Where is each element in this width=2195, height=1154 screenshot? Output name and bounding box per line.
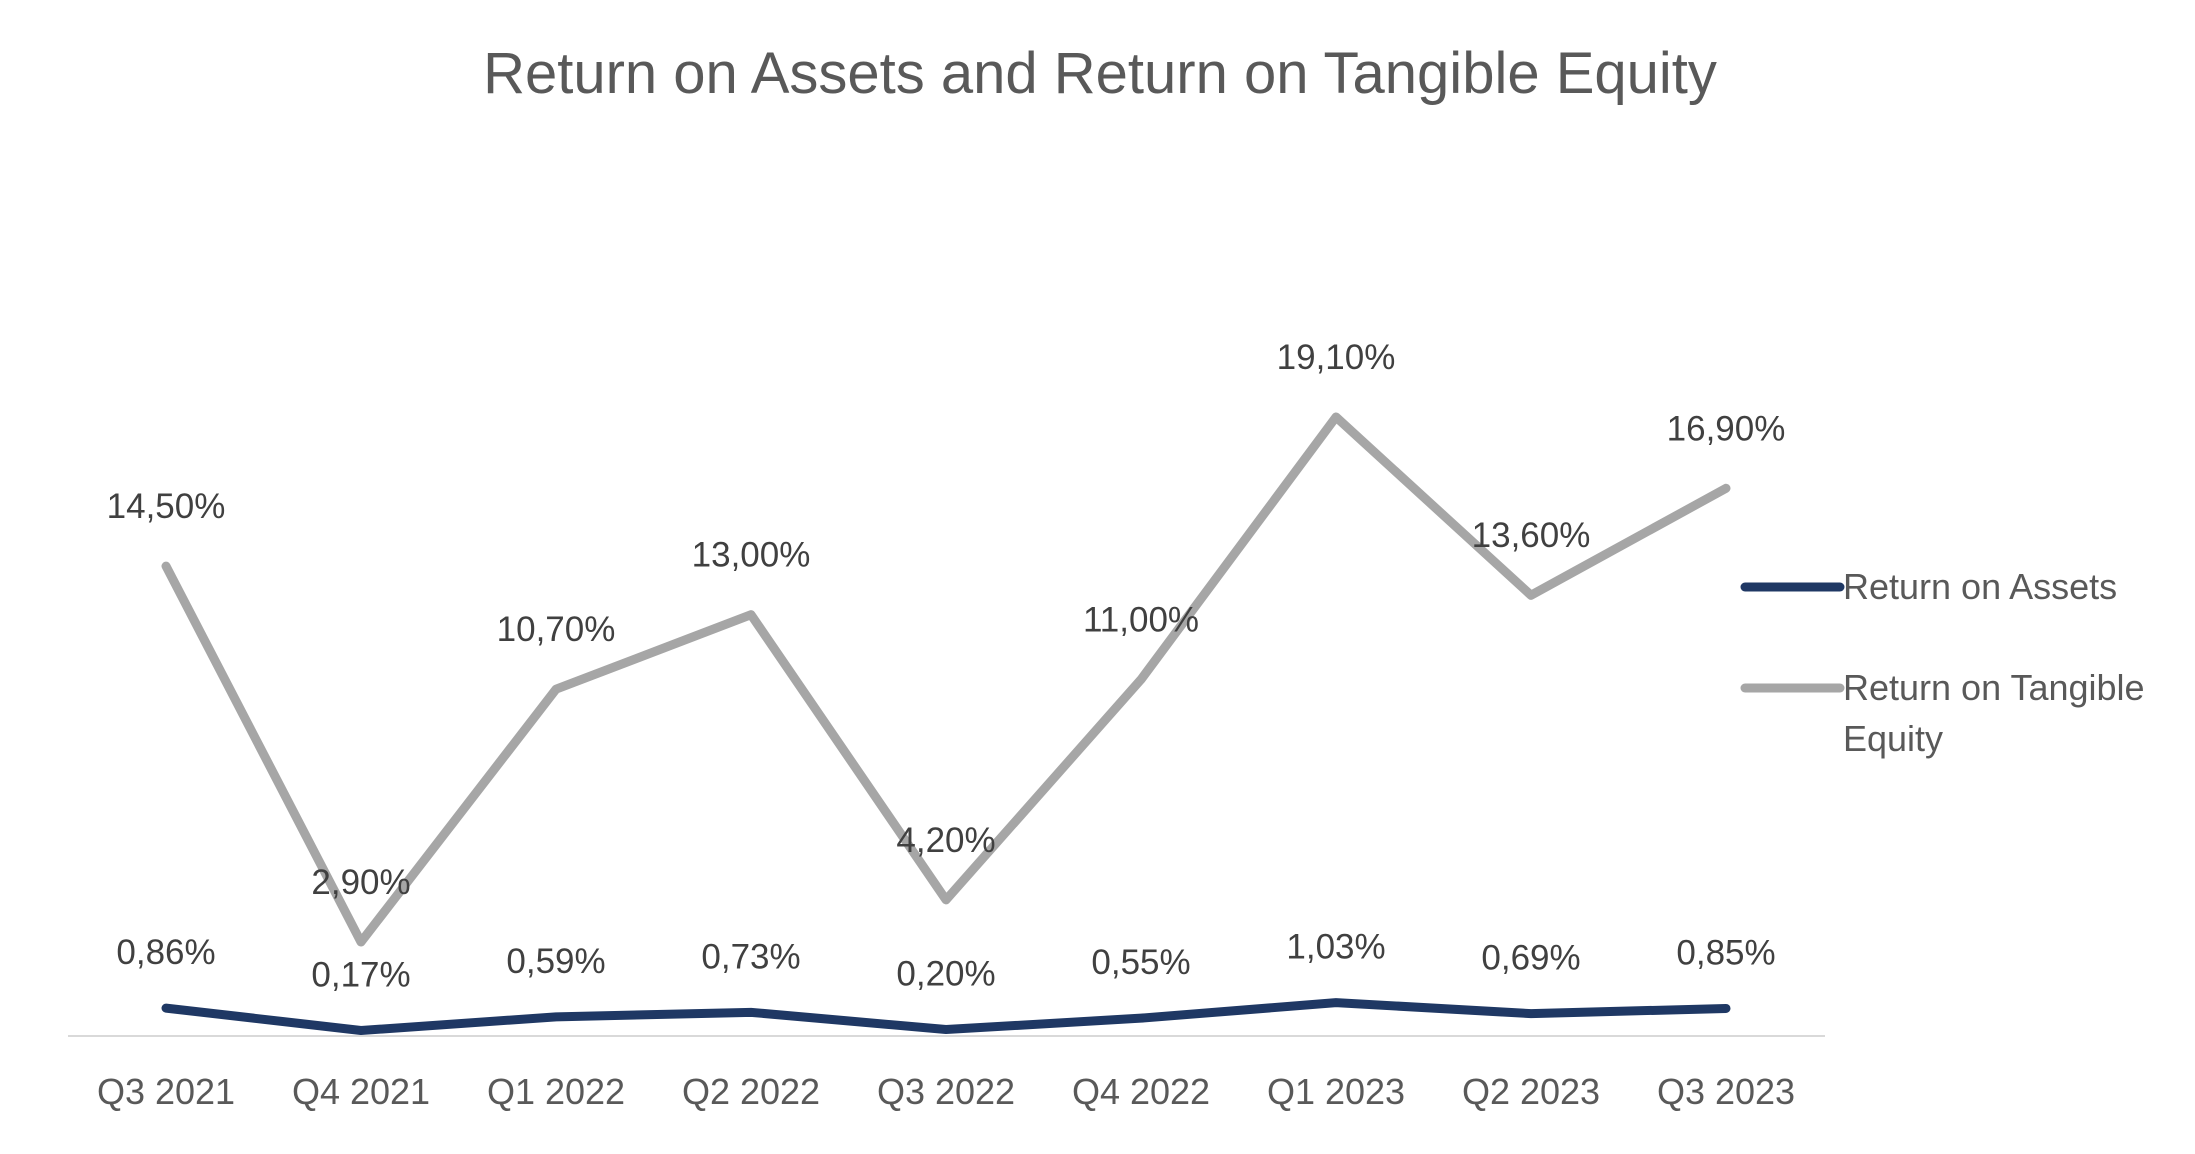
x-tick-label: Q4 2022 [1072, 1071, 1210, 1112]
legend-label-rote-line2: Equity [1843, 718, 1943, 759]
data-label-rote: 11,00% [1083, 601, 1199, 640]
data-label-rote: 10,70% [497, 610, 616, 649]
x-tick-label: Q2 2023 [1462, 1071, 1600, 1112]
chart-title: Return on Assets and Return on Tangible … [483, 41, 1717, 106]
data-label-roa: 1,03% [1286, 928, 1385, 967]
data-label-rote: 2,90% [311, 863, 410, 902]
x-tick-label: Q3 2023 [1657, 1071, 1795, 1112]
data-label-roa: 0,59% [506, 942, 605, 981]
data-label-roa: 0,73% [701, 937, 800, 976]
legend-label-rote-line1: Return on Tangible [1843, 667, 2145, 708]
x-tick-label: Q3 2022 [877, 1071, 1015, 1112]
data-label-roa: 0,69% [1481, 939, 1580, 978]
data-label-roa: 0,20% [896, 955, 995, 994]
x-tick-label: Q4 2021 [292, 1071, 430, 1112]
data-label-roa: 0,86% [116, 933, 215, 972]
series-line-roa [161, 998, 1731, 1035]
data-label-rote: 13,00% [692, 536, 811, 575]
data-label-rote: 14,50% [107, 487, 226, 526]
data-label-rote: 19,10% [1277, 338, 1396, 377]
x-tick-label: Q2 2022 [682, 1071, 820, 1112]
data-label-roa: 0,55% [1091, 943, 1190, 982]
series-line-rote [161, 412, 1731, 947]
data-label-roa: 0,85% [1676, 933, 1775, 972]
data-label-rote: 4,20% [896, 821, 995, 860]
legend-label-roa: Return on Assets [1843, 566, 2117, 607]
data-label-rote: 16,90% [1667, 409, 1786, 448]
x-tick-label: Q3 2021 [97, 1071, 235, 1112]
x-tick-label: Q1 2022 [487, 1071, 625, 1112]
data-label-rote: 13,60% [1472, 516, 1591, 555]
x-tick-label: Q1 2023 [1267, 1071, 1405, 1112]
data-label-roa: 0,17% [311, 955, 410, 994]
